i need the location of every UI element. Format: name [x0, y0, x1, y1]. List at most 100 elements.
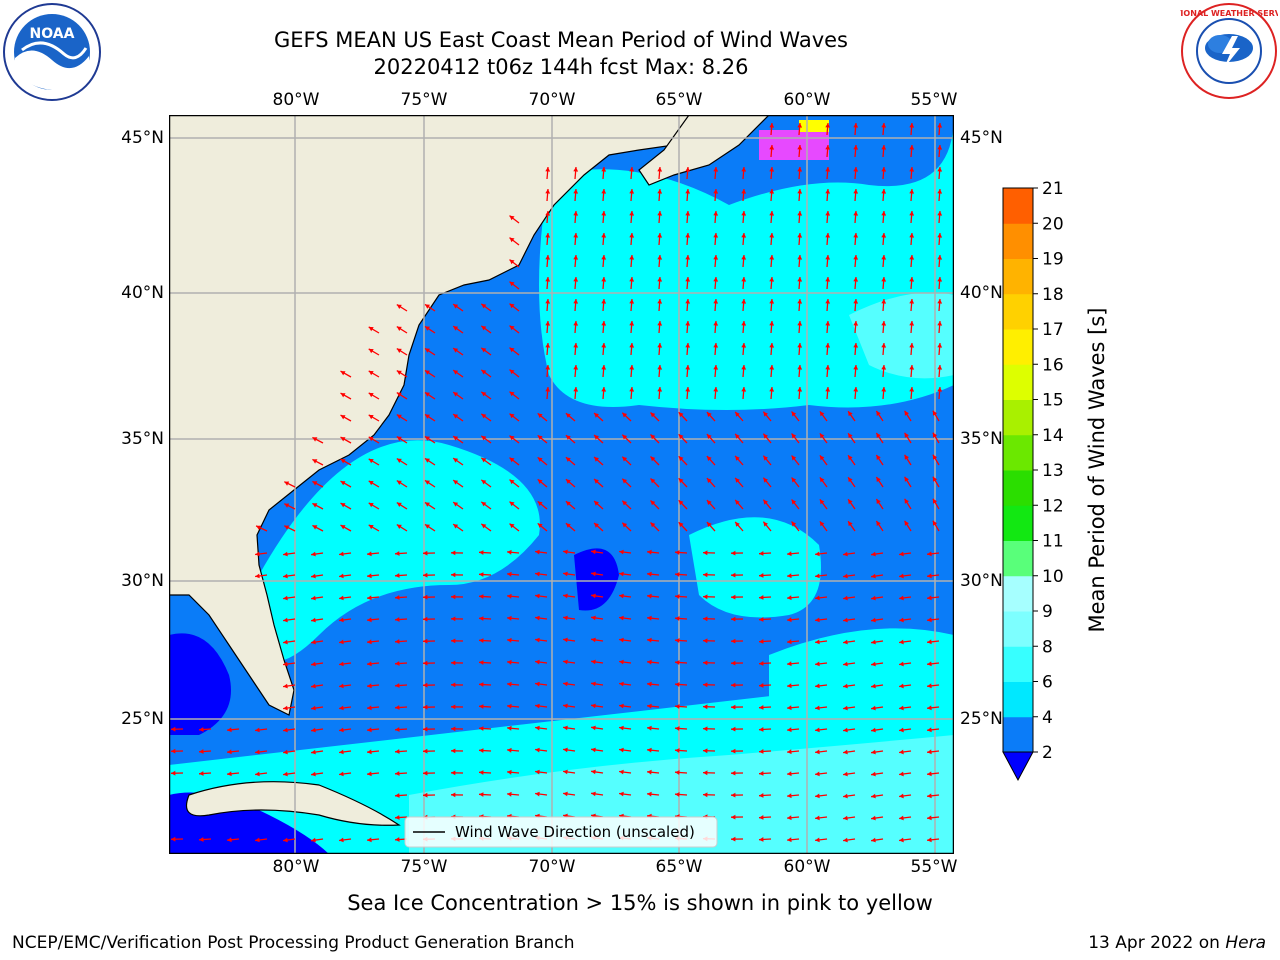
- wave-direction-arrowhead: [876, 433, 881, 438]
- ocean-period-6-8-north: [849, 292, 954, 379]
- wave-direction-arrowhead: [825, 255, 831, 260]
- wave-direction-arrowhead: [481, 347, 487, 353]
- wave-direction-arrowhead: [647, 549, 652, 555]
- wave-direction-arrowhead: [311, 639, 316, 645]
- wave-direction-arrowhead: [368, 414, 374, 420]
- wave-direction-arrowhead: [703, 616, 708, 622]
- wave-direction-arrowhead: [713, 277, 719, 282]
- wave-direction-arrowhead: [853, 189, 859, 194]
- wave-direction-arrowhead: [283, 639, 288, 645]
- wave-direction-arrowhead: [815, 815, 820, 821]
- wave-direction-arrowhead: [657, 343, 663, 348]
- lon-tick-top-75w: 75°W: [400, 90, 448, 110]
- wave-direction-arrowhead: [713, 365, 719, 370]
- wave-direction-arrowhead: [425, 348, 430, 353]
- colorbar-tick-label: 10: [1042, 567, 1064, 587]
- wave-direction-arrowhead: [367, 639, 372, 645]
- wave-direction-arrowhead: [509, 391, 515, 397]
- wave-direction-arrowhead: [871, 771, 876, 777]
- wave-direction-arrowhead: [367, 595, 372, 601]
- wave-direction-arrowhead: [629, 321, 635, 326]
- wave-direction-arrowhead: [453, 304, 459, 309]
- wave-direction-arrowhead: [787, 793, 792, 799]
- wave-direction-arrowhead: [545, 211, 551, 216]
- wave-direction-arrowhead: [396, 480, 402, 485]
- wave-direction-arrowhead: [909, 145, 915, 150]
- land-north-america: [169, 115, 690, 716]
- wave-direction-arrowhead: [815, 793, 820, 799]
- colorbar-tick-label: 12: [1042, 496, 1064, 516]
- wave-direction-arrowhead: [932, 520, 938, 526]
- wave-direction-arrowhead: [843, 749, 848, 755]
- wave-direction-arrowhead: [619, 593, 624, 599]
- wave-direction-arrowhead: [853, 255, 859, 260]
- lon-tick-bottom-80w: 80°W: [272, 857, 320, 877]
- wave-direction-arrowhead: [283, 595, 288, 601]
- wave-direction-arrowhead: [650, 456, 656, 462]
- lon-tick-top-80w: 80°W: [272, 90, 320, 110]
- wave-direction-arrowhead: [825, 233, 831, 238]
- wave-direction-arrowhead: [368, 436, 374, 442]
- wave-direction-arrowhead: [629, 233, 635, 238]
- wave-direction-arrowhead: [815, 661, 820, 667]
- wave-direction-arrowhead: [881, 123, 887, 128]
- wave-direction-arrowhead: [735, 499, 740, 505]
- colorbar-tick-label: 4: [1042, 708, 1053, 728]
- wave-direction-arrowhead: [871, 705, 876, 711]
- wave-direction-arrowhead: [825, 189, 831, 194]
- wave-direction-arrowhead: [573, 211, 579, 216]
- wave-direction-arrowhead: [657, 255, 663, 260]
- wave-direction-arrowhead: [848, 455, 853, 461]
- wave-direction-arrowhead: [741, 277, 747, 282]
- wave-direction-arrowhead: [825, 387, 831, 392]
- wave-direction-arrowhead: [815, 749, 820, 755]
- wave-direction-arrowhead: [509, 369, 515, 375]
- wave-direction-arrowhead: [509, 325, 515, 331]
- ocean-period-4-6-east: [769, 628, 954, 725]
- wave-direction-arrowhead: [395, 705, 400, 710]
- colorbar: 2 4 6 8 9 10 11 12 13 14 15 16 17 18 19 20 21: [1002, 180, 1064, 782]
- wave-direction-arrowhead: [871, 661, 876, 667]
- wave-direction-arrowhead: [622, 412, 628, 418]
- colorbar-tick-label: 20: [1042, 214, 1064, 234]
- wave-direction-arrowhead: [255, 573, 260, 579]
- wave-direction-arrowhead: [787, 815, 792, 821]
- wave-direction-arrowhead: [565, 523, 571, 528]
- wave-direction-arrowhead: [815, 837, 820, 843]
- wave-direction-arrowhead: [843, 573, 848, 579]
- wave-direction-arrowhead: [601, 255, 607, 260]
- wave-direction-arrowhead: [647, 703, 652, 709]
- wave-direction-arrowhead: [622, 522, 628, 528]
- wave-direction-arrowhead: [713, 343, 719, 348]
- wave-direction-arrowhead: [706, 500, 712, 505]
- wave-direction-arrowhead: [619, 769, 624, 775]
- wave-direction-arrowhead: [713, 167, 719, 172]
- wave-direction-arrowhead: [685, 277, 691, 282]
- wave-direction-arrowhead: [825, 145, 831, 150]
- wave-direction-arrowhead: [657, 277, 663, 282]
- wave-direction-arrowhead: [650, 478, 656, 484]
- wave-direction-arrowhead: [678, 478, 684, 484]
- wave-direction-arrowhead: [622, 456, 628, 462]
- wave-direction-arrowhead: [713, 255, 719, 260]
- wave-direction-arrowhead: [283, 749, 288, 755]
- wave-direction-arrowhead: [741, 321, 747, 326]
- wave-direction-arrowhead: [741, 343, 747, 348]
- colorbar-band: [1003, 364, 1033, 400]
- wave-direction-arrowhead: [423, 682, 428, 688]
- colorbar-band: [1003, 681, 1033, 718]
- land-cuba: [185, 781, 401, 826]
- wave-direction-arrowhead: [735, 411, 740, 417]
- wave-direction-arrowhead: [937, 211, 943, 216]
- wave-direction-arrowhead: [368, 524, 374, 530]
- wave-direction-arrowhead: [759, 771, 764, 776]
- wave-direction-arrowhead: [425, 458, 430, 463]
- wave-direction-arrowhead: [899, 705, 904, 711]
- wave-direction-arrowhead: [927, 617, 932, 623]
- wave-direction-arrowhead: [368, 392, 374, 398]
- wave-direction-arrowhead: [731, 704, 736, 710]
- wave-direction-arrowhead: [312, 481, 318, 486]
- wave-direction-arrowhead: [871, 595, 876, 601]
- lon-tick-bottom-55w: 55°W: [910, 857, 958, 877]
- wave-direction-arrowhead: [368, 370, 374, 376]
